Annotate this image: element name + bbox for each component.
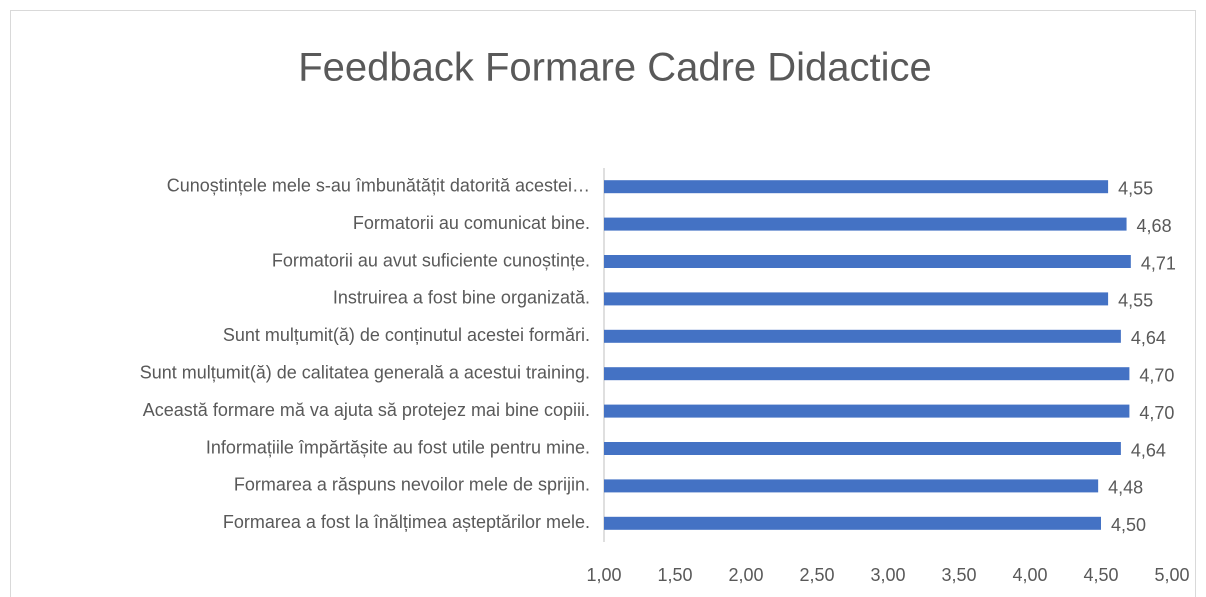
x-tick-label: 3,00 — [870, 565, 905, 585]
bar — [604, 292, 1109, 306]
bar — [604, 479, 1099, 493]
value-label: 4,70 — [1139, 365, 1174, 385]
value-label: 4,50 — [1111, 515, 1146, 535]
value-label: 4,48 — [1108, 478, 1143, 498]
bar — [604, 329, 1121, 343]
x-tick-label: 4,50 — [1083, 565, 1118, 585]
y-tick-label: Sunt mulțumit(ă) de conținutul acestei f… — [223, 325, 590, 345]
bar — [604, 217, 1127, 231]
x-tick-label: 2,50 — [799, 565, 834, 585]
x-tick-label: 1,00 — [586, 565, 621, 585]
value-label: 4,68 — [1137, 216, 1172, 236]
bar — [604, 442, 1121, 455]
x-tick-label: 1,50 — [657, 565, 692, 585]
bar — [604, 180, 1109, 194]
bar — [604, 516, 1101, 530]
x-tick-label: 3,50 — [941, 565, 976, 585]
x-tick-label: 5,00 — [1154, 565, 1189, 585]
y-tick-label: Informațiile împărtășite au fost utile p… — [206, 437, 590, 457]
value-label: 4,70 — [1139, 403, 1174, 423]
bar — [604, 404, 1130, 418]
value-label: 4,71 — [1141, 253, 1176, 273]
y-tick-label: Această formare mă va ajuta să protejez … — [143, 400, 590, 420]
bar — [604, 367, 1130, 381]
y-tick-label: Sunt mulțumit(ă) de calitatea generală a… — [140, 362, 590, 382]
y-tick-label: Formarea a fost la înălțimea așteptărilo… — [223, 512, 590, 532]
x-tick-label: 4,00 — [1012, 565, 1047, 585]
value-label: 4,64 — [1131, 328, 1166, 348]
value-label: 4,55 — [1118, 178, 1153, 198]
x-tick-label: 2,00 — [728, 565, 763, 585]
value-label: 4,64 — [1131, 440, 1166, 460]
bar — [604, 255, 1131, 268]
chart-title: Feedback Formare Cadre Didactice — [298, 46, 932, 90]
y-tick-label: Formatorii au comunicat bine. — [353, 213, 590, 233]
y-tick-label: Instruirea a fost bine organizată. — [333, 288, 590, 308]
value-label: 4,55 — [1118, 291, 1153, 311]
y-tick-label: Formarea a răspuns nevoilor mele de spri… — [234, 475, 590, 495]
y-tick-label: Formatorii au avut suficiente cunoștințe… — [272, 250, 590, 270]
y-tick-label: Cunoștințele mele s-au îmbunătățit dator… — [167, 175, 590, 195]
